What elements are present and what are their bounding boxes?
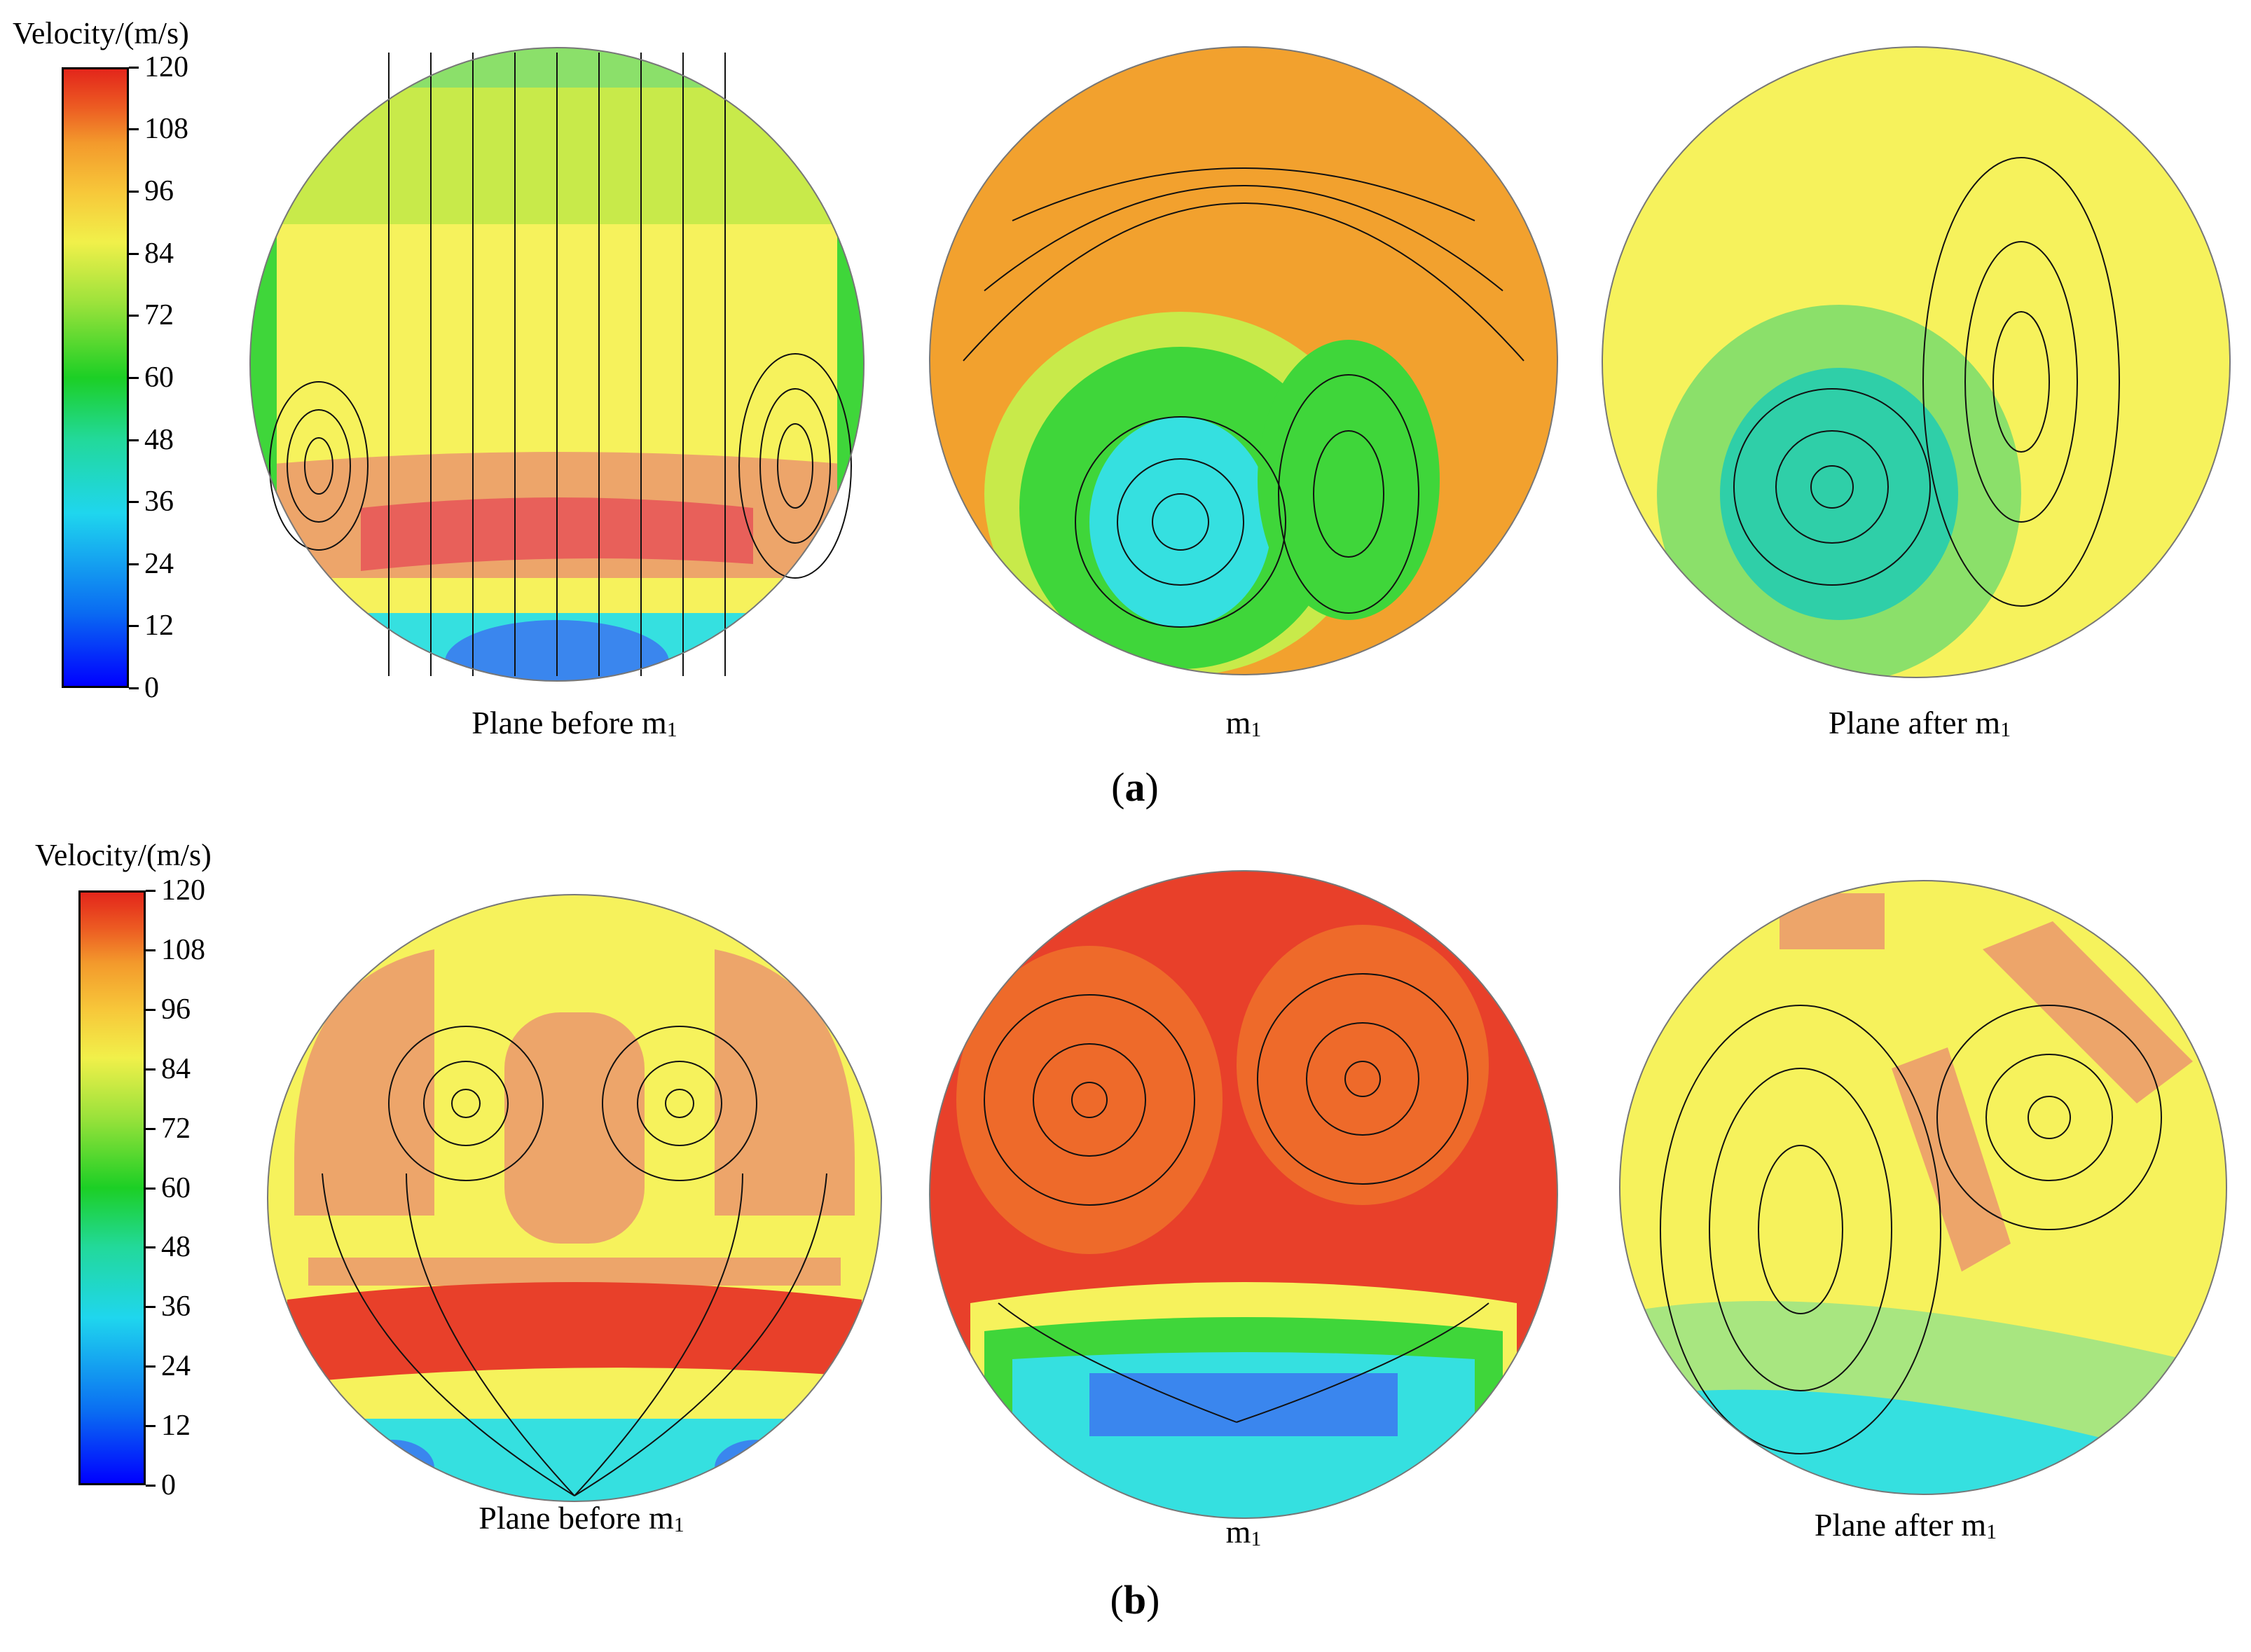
panel-label-a: (a)	[1111, 764, 1159, 810]
colorbar-tick-mark	[146, 1009, 156, 1011]
colorbar-tick-mark	[146, 1128, 156, 1130]
colorbar-tick-mark	[146, 1068, 156, 1071]
colorbar-ticks: 120 108 96 84 72 60 48 36 24 12 0	[129, 53, 188, 703]
colorbar-tick-label: 36	[161, 1290, 191, 1323]
colorbar-ticks: 120 108 96 84 72 60 48 36 24 12 0	[146, 876, 205, 1500]
colorbar-title: Velocity/(m/s)	[35, 838, 212, 872]
caption-b-after: Plane after m1	[1815, 1506, 1997, 1544]
colorbar-tick-mark	[146, 890, 156, 892]
caption-text: Plane before m	[479, 1500, 674, 1536]
panel-label-letter: a	[1124, 764, 1145, 810]
colorbar-tick-label: 84	[144, 238, 174, 270]
colorbar-tick-mark	[146, 1485, 156, 1487]
velocity-plot-a-after	[1602, 46, 2231, 678]
colorbar	[78, 890, 146, 1485]
caption-a-m1: m1	[1226, 704, 1262, 742]
caption-subscript: 1	[1251, 1527, 1262, 1550]
panel-b: Velocity/(m/s) 120 108 96 84 72 60 48 36…	[0, 827, 2251, 1652]
colorbar-tick-label: 12	[144, 610, 174, 642]
colorbar-tick-label: 84	[161, 1053, 191, 1085]
colorbar-tick-label: 60	[161, 1172, 191, 1204]
colorbar-tick-mark	[129, 563, 139, 565]
caption-text: m	[1225, 705, 1251, 741]
caption-subscript: 1	[1986, 1520, 1997, 1543]
colorbar-tick-mark	[146, 1246, 156, 1248]
colorbar-tick-mark	[129, 128, 139, 130]
caption-subscript: 1	[666, 718, 677, 741]
colorbar-tick-label: 0	[161, 1469, 176, 1501]
colorbar-tick-label: 48	[144, 424, 174, 456]
colorbar-tick-label: 96	[144, 175, 174, 207]
colorbar-tick-mark	[129, 67, 139, 69]
caption-text: Plane after m	[1814, 1507, 1987, 1543]
colorbar-tick-mark	[129, 625, 139, 627]
colorbar-tick-label: 72	[144, 299, 174, 331]
caption-a-before: Plane before m1	[471, 704, 677, 742]
colorbar-tick-mark	[129, 315, 139, 317]
velocity-plot-a-m1	[929, 46, 1558, 675]
velocity-plot-b-before	[267, 894, 882, 1502]
colorbar	[62, 67, 129, 688]
panel-a: Velocity/(m/s) 120 108 96 84 72 60 48 36…	[13, 16, 2231, 810]
caption-text: Plane after m	[1828, 705, 2001, 741]
colorbar-title: Velocity/(m/s)	[13, 16, 189, 50]
colorbar-tick-mark	[146, 1188, 156, 1190]
colorbar-tick-label: 120	[161, 874, 205, 907]
colorbar-tick-label: 108	[144, 113, 188, 145]
colorbar-tick-mark	[146, 1425, 156, 1427]
caption-b-m1: m1	[1226, 1513, 1262, 1551]
panel-label-b: (b)	[1110, 1577, 1160, 1623]
caption-subscript: 1	[1251, 718, 1262, 741]
colorbar-tick-mark	[129, 191, 139, 193]
colorbar-tick-label: 60	[144, 362, 174, 394]
colorbar-tick-mark	[146, 949, 156, 951]
colorbar-tick-label: 24	[144, 548, 174, 580]
colorbar-tick-label: 120	[144, 51, 188, 83]
colorbar-tick-mark	[129, 687, 139, 689]
colorbar-tick-label: 96	[161, 993, 191, 1026]
caption-subscript: 1	[2000, 718, 2011, 741]
velocity-plot-b-after	[1619, 880, 2227, 1495]
colorbar-tick-label: 72	[161, 1113, 191, 1145]
caption-subscript: 1	[673, 1513, 684, 1536]
colorbar-tick-label: 48	[161, 1231, 191, 1263]
colorbar-tick-label: 36	[144, 486, 174, 518]
colorbar-tick-mark	[146, 1365, 156, 1368]
colorbar-tick-label: 108	[161, 934, 205, 966]
colorbar-tick-label: 0	[144, 672, 159, 704]
velocity-plot-a-before	[249, 47, 865, 682]
colorbar-tick-label: 24	[161, 1350, 191, 1382]
colorbar-tick-mark	[146, 1306, 156, 1308]
caption-b-before: Plane before m1	[479, 1499, 684, 1537]
colorbar-tick-mark	[129, 501, 139, 503]
colorbar-tick-label: 12	[161, 1410, 191, 1442]
colorbar-tick-mark	[129, 253, 139, 255]
caption-text: m	[1225, 1514, 1251, 1550]
velocity-plot-b-m1	[929, 870, 1558, 1519]
caption-text: Plane before m	[471, 705, 667, 741]
colorbar-tick-mark	[129, 439, 139, 441]
caption-a-after: Plane after m1	[1829, 704, 2011, 742]
colorbar-tick-mark	[129, 377, 139, 379]
panel-label-letter: b	[1123, 1577, 1147, 1623]
